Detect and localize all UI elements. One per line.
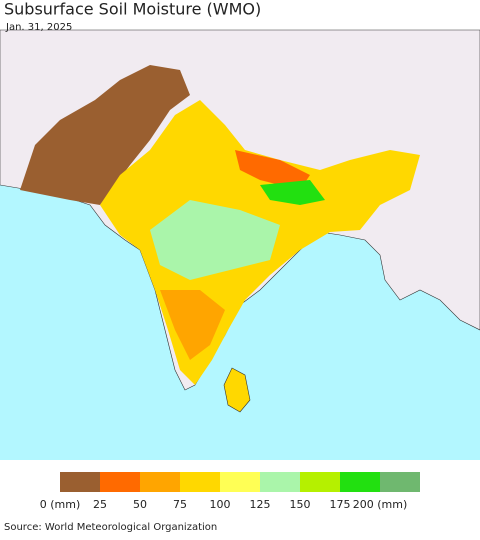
legend-swatch (300, 472, 340, 492)
legend-label: 0 (mm) (40, 498, 81, 511)
legend-swatch (260, 472, 300, 492)
legend-label: 175 (330, 498, 351, 511)
legend-swatch (140, 472, 180, 492)
region-gangetic (260, 180, 325, 205)
legend: 0 (mm) 25 50 75 100 125 150 175 200 (mm) (40, 472, 420, 511)
legend-swatch (220, 472, 260, 492)
legend-swatch (380, 472, 420, 492)
sri-lanka (223, 367, 251, 413)
legend-label: 100 (210, 498, 231, 511)
legend-swatch (60, 472, 100, 492)
region-south (160, 290, 225, 360)
legend-label: 150 (290, 498, 311, 511)
legend-swatch (100, 472, 140, 492)
legend-label: 50 (133, 498, 147, 511)
legend-swatch (180, 472, 220, 492)
legend-label: 200 (mm) (353, 498, 408, 511)
legend-label: 25 (93, 498, 107, 511)
region-dry-northwest (20, 65, 190, 205)
map (0, 29, 480, 460)
source: Source: World Meteorological Organizatio… (4, 522, 217, 533)
region-nepal (235, 150, 310, 190)
legend-swatch (340, 472, 380, 492)
legend-label: 125 (250, 498, 271, 511)
date: Jan. 31, 2025 (5, 22, 72, 33)
legend-label: 75 (173, 498, 187, 511)
title: Subsurface Soil Moisture (WMO) (4, 0, 261, 19)
region-central (150, 200, 280, 280)
